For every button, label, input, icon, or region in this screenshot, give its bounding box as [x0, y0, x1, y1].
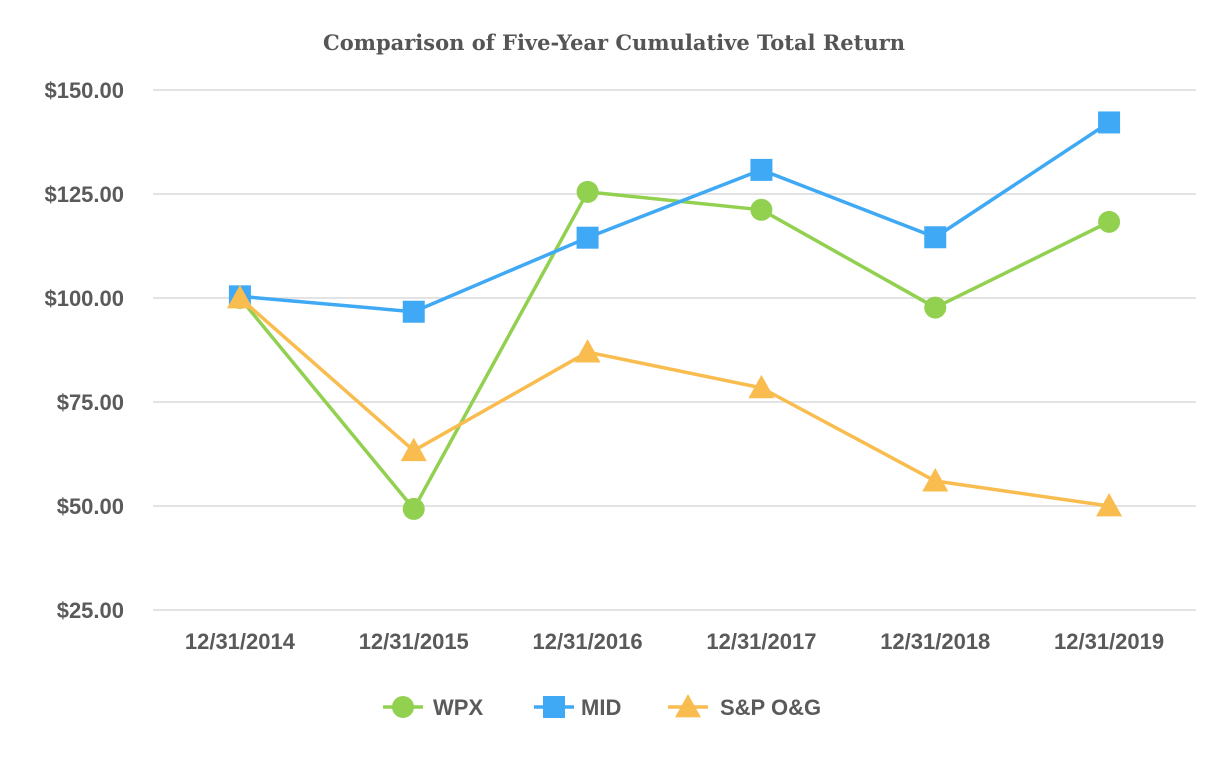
series-mid	[228, 111, 1121, 323]
series-wpx	[228, 180, 1121, 520]
data-point-s-p-o-g	[1096, 493, 1123, 517]
x-tick-label: 12/31/2019	[1054, 629, 1164, 654]
y-tick-label: $125.00	[44, 182, 124, 207]
legend-label: S&P O&G	[720, 695, 821, 720]
legend-label: MID	[581, 695, 621, 720]
data-point-mid	[576, 226, 599, 249]
data-point-s-p-o-g	[400, 437, 427, 462]
x-tick-label: 12/31/2017	[706, 629, 816, 654]
legend-item-s-p-o-g: S&P O&G	[668, 694, 821, 720]
data-point-wpx	[1098, 210, 1121, 233]
data-point-s-p-o-g	[226, 285, 253, 309]
x-tick-label: 12/31/2018	[880, 629, 990, 654]
x-tick-label: 12/31/2015	[359, 629, 469, 654]
legend: WPX MID S&P O&G	[383, 694, 821, 720]
x-axis-tick-labels: 12/31/2014 12/31/2015 12/31/2016 12/31/2017…	[185, 629, 1164, 654]
data-point-wpx	[576, 180, 599, 203]
series-s-p-o-g	[226, 285, 1123, 517]
data-point-s-p-o-g	[748, 374, 775, 399]
legend-marker	[392, 696, 414, 718]
data-point-wpx	[924, 296, 947, 319]
data-point-mid	[750, 158, 773, 181]
series-lines	[226, 111, 1123, 520]
series-line-mid	[239, 120, 1111, 314]
legend-label: WPX	[433, 695, 483, 720]
y-tick-label: $100.00	[44, 286, 124, 311]
data-point-s-p-o-g	[574, 339, 601, 363]
legend-item-mid: MID	[534, 695, 621, 720]
data-point-s-p-o-g	[922, 468, 949, 492]
y-tick-label: $150.00	[44, 78, 124, 103]
y-tick-label: $50.00	[57, 494, 124, 519]
legend-marker	[543, 696, 565, 718]
x-tick-label: 12/31/2014	[185, 629, 296, 654]
data-point-mid	[924, 226, 947, 249]
y-tick-label: $25.00	[57, 598, 124, 623]
y-axis-tick-labels: $25.00 $50.00 $75.00 $100.00 $125.00 $150.00	[44, 78, 124, 623]
legend-item-wpx: WPX	[383, 695, 483, 720]
data-point-mid	[402, 300, 425, 323]
series-line-wpx	[238, 190, 1110, 511]
y-tick-label: $75.00	[57, 390, 124, 415]
legend-marker	[675, 694, 701, 718]
series-line-s-p-o-g	[238, 296, 1110, 508]
chart-title: Comparison of Five-Year Cumulative Total…	[323, 30, 905, 55]
x-tick-label: 12/31/2016	[533, 629, 643, 654]
data-point-wpx	[402, 497, 425, 520]
data-point-mid	[1098, 111, 1121, 134]
data-point-wpx	[750, 198, 773, 221]
